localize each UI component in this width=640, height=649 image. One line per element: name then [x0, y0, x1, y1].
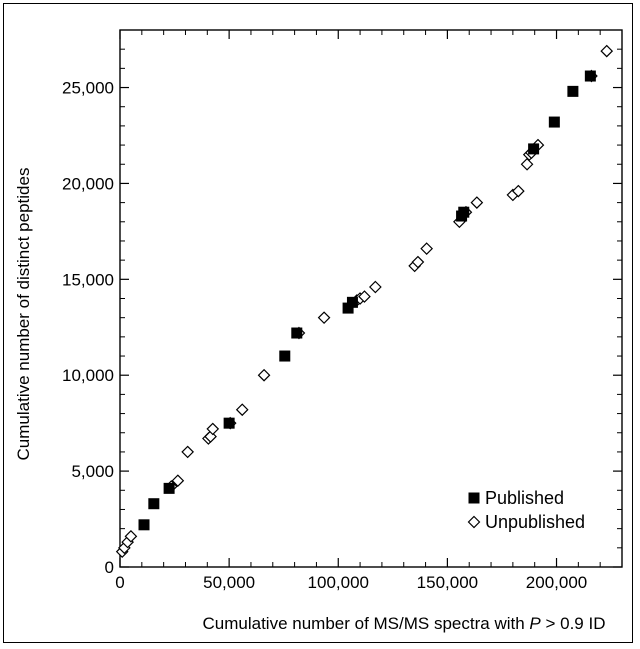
- point-unpublished: [171, 474, 185, 488]
- x-tick-label: 100,000: [308, 573, 369, 592]
- point-published: [458, 206, 470, 218]
- point-published: [584, 70, 596, 82]
- plot-border: [119, 29, 623, 568]
- point-published: [528, 143, 540, 155]
- y-tick-label: 5,000: [71, 462, 114, 481]
- point-unpublished: [411, 255, 425, 269]
- point-published: [163, 482, 175, 494]
- x-tick-label: 50,000: [203, 573, 255, 592]
- x-tick-label: 200,000: [526, 573, 587, 592]
- point-unpublished: [235, 403, 249, 417]
- point-unpublished: [317, 311, 331, 325]
- legend-marker-unpublished: [467, 515, 481, 529]
- plot-area: 0 50,000 100,000 150,000 200,000 0 5,000 10,000…: [62, 29, 623, 592]
- point-published: [567, 85, 579, 97]
- legend-marker-published: [468, 492, 480, 504]
- point-published: [223, 417, 235, 429]
- point-unpublished: [369, 280, 382, 294]
- y-axis-title: Cumulative number of distinct peptides: [14, 168, 33, 461]
- legend-label: Unpublished: [485, 512, 585, 532]
- y-tick-label: 15,000: [62, 270, 114, 289]
- y-tick-label: 0: [105, 558, 114, 577]
- point-published: [138, 519, 150, 531]
- point-unpublished: [124, 529, 138, 543]
- y-tick-label: 20,000: [62, 174, 114, 193]
- point-published: [342, 302, 354, 314]
- point-unpublished: [520, 157, 534, 171]
- point-published: [148, 498, 160, 510]
- point-published: [291, 327, 303, 339]
- point-published: [548, 116, 560, 128]
- point-unpublished: [600, 44, 614, 58]
- data-marks: [115, 44, 614, 559]
- x-tick-label: 0: [115, 573, 124, 592]
- point-published: [279, 350, 291, 362]
- y-tick-label: 10,000: [62, 366, 114, 385]
- point-unpublished: [181, 445, 195, 459]
- point-unpublished: [358, 290, 371, 303]
- x-axis-title: Cumulative number of MS/MS spectra with …: [203, 614, 606, 633]
- point-unpublished: [511, 184, 525, 198]
- figure-frame: [3, 3, 633, 643]
- y-tick-label: 25,000: [62, 79, 114, 98]
- point-unpublished: [206, 422, 220, 436]
- point-unpublished: [470, 196, 484, 209]
- legend-label: Published: [485, 488, 564, 508]
- legend: Published Unpublished: [467, 488, 585, 532]
- point-unpublished: [257, 368, 271, 382]
- x-tick-label: 150,000: [417, 573, 478, 592]
- point-published: [346, 296, 358, 308]
- point-unpublished: [420, 242, 434, 255]
